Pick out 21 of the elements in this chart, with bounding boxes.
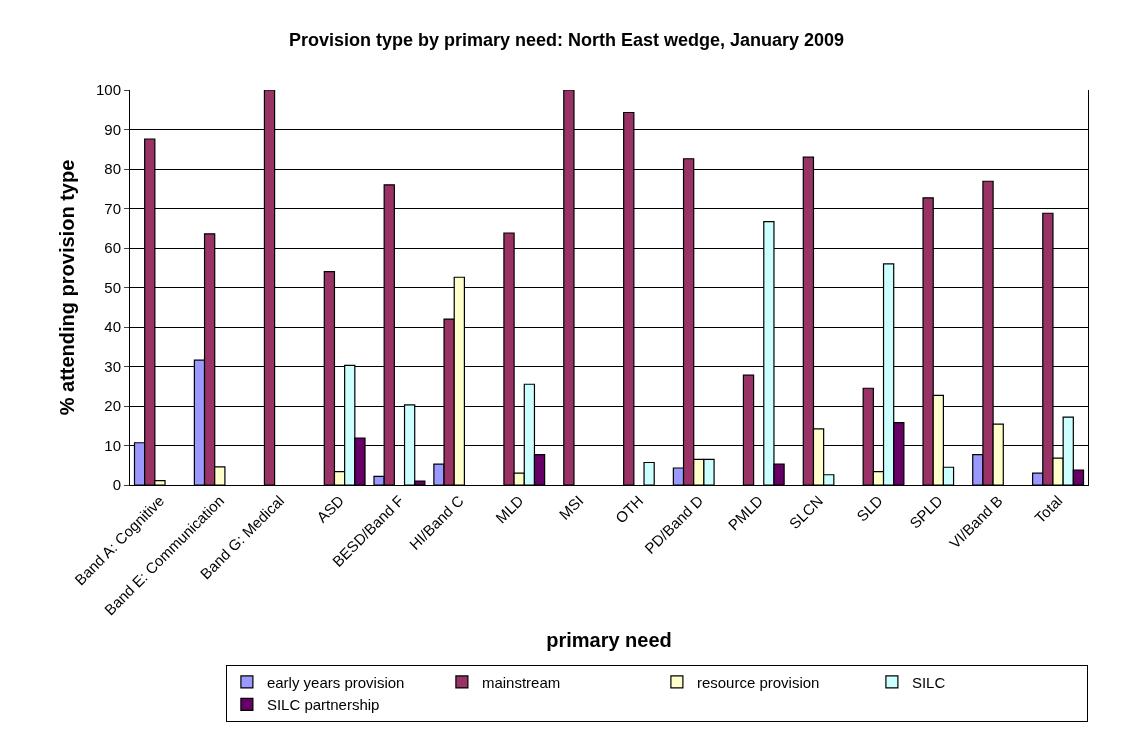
y-axis-title: % attending provision type	[56, 159, 79, 416]
y-tick-label: 60	[104, 239, 121, 257]
x-tick-label: MSI	[555, 491, 587, 523]
legend-label: mainstream	[481, 673, 561, 691]
y-tick-label: 80	[104, 160, 121, 178]
legend-label: SILC partnership	[266, 696, 380, 714]
y-tick-label: 0	[112, 476, 121, 494]
chart-title: Provision type by primary need: North East wedge, January 2009	[288, 29, 845, 50]
y-tick-label: 20	[104, 397, 121, 415]
y-tick-label: 70	[104, 199, 121, 217]
y-tick-label: 50	[104, 278, 121, 296]
y-tick-label: 40	[104, 318, 121, 336]
y-tick-label: 100	[95, 81, 121, 99]
x-axis-title: primary need	[546, 628, 672, 651]
x-tick-label: SLD	[853, 491, 886, 525]
legend-label: resource provision	[696, 673, 820, 691]
legend-label: SILC	[911, 673, 946, 691]
legend-label: early years provision	[266, 673, 405, 691]
y-tick-label: 30	[104, 357, 121, 375]
y-tick-label: 10	[104, 436, 121, 454]
y-tick-label: 90	[104, 120, 121, 138]
